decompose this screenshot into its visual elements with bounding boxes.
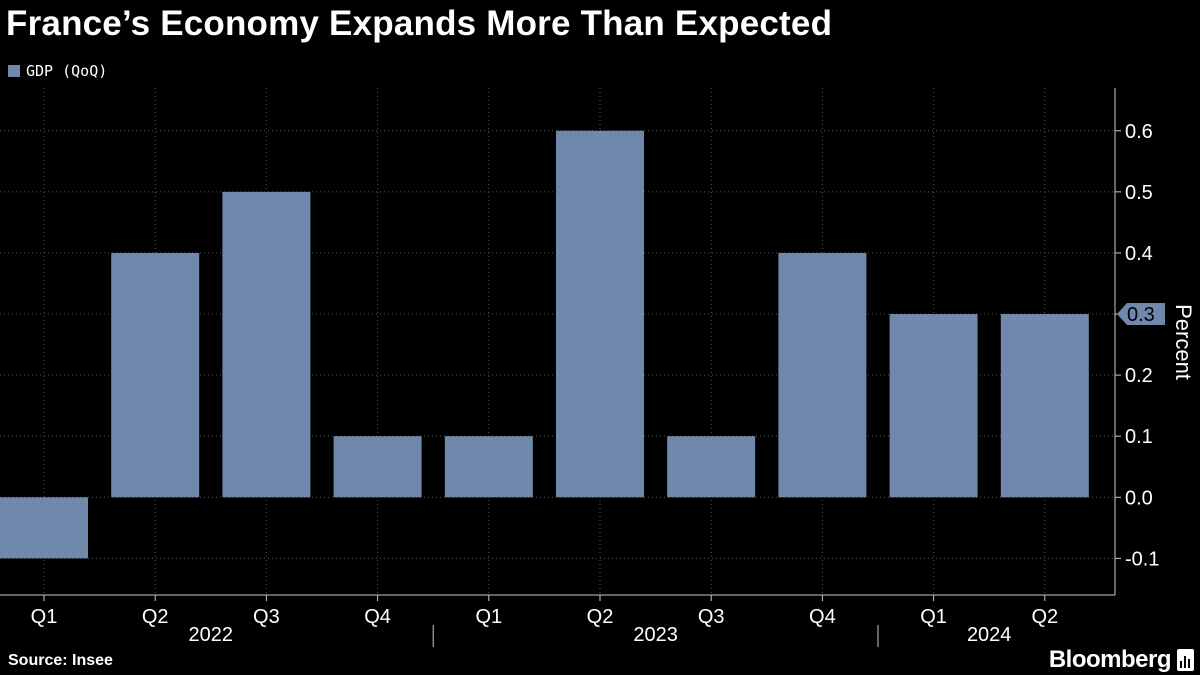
bar-q2-1 [111,252,200,498]
y-tick-label: 0.2 [1125,365,1153,387]
year-label-2024: 2024 [967,624,1012,646]
x-tick-label: Q4 [809,606,836,628]
bloomberg-logo: Bloomberg [1049,646,1194,674]
legend: GDP (QoQ) [8,62,107,80]
bar-q1-8 [889,314,978,498]
x-tick-label: Q1 [475,606,502,628]
y-tick-label: 0.6 [1125,121,1153,143]
legend-label: GDP (QoQ) [26,62,108,80]
last-value-badge [1117,303,1165,326]
x-tick-label: Q1 [31,606,58,628]
bar-q4-3 [333,436,422,498]
y-tick-label: 0.0 [1125,487,1153,509]
x-tick-label: Q4 [364,606,391,628]
x-tick-label: Q2 [1031,606,1058,628]
bar-q4-7 [778,252,867,498]
bloomberg-chart-icon [1177,649,1194,671]
source-note: Source: Insee [8,652,113,669]
chart-title: France’s Economy Expands More Than Expec… [6,4,833,43]
x-tick-label: Q3 [253,606,280,628]
y-tick-label: -0.1 [1125,548,1159,570]
y-tick-label: 0.5 [1125,182,1153,204]
bar-q1-0 [0,497,88,559]
bar-q2-5 [556,130,644,498]
bar-q3-2 [222,191,311,498]
x-tick-label: Q1 [920,606,947,628]
brand-name: Bloomberg [1048,646,1172,673]
last-value-label: 0.3 [1127,304,1155,326]
y-tick-label: 0.1 [1125,426,1153,448]
legend-swatch [8,65,20,77]
x-tick-label: Q2 [587,606,614,628]
y-axis-title: Percent [1171,304,1196,380]
bar-q1-4 [444,436,533,498]
year-label-2023: 2023 [633,624,678,646]
x-tick-label: Q2 [142,606,169,628]
x-tick-label: Q3 [698,606,725,628]
y-tick-label: 0.4 [1125,243,1153,265]
year-label-2022: 2022 [189,624,234,646]
bar-q2-9 [1000,314,1089,498]
bar-q3-6 [667,436,756,498]
